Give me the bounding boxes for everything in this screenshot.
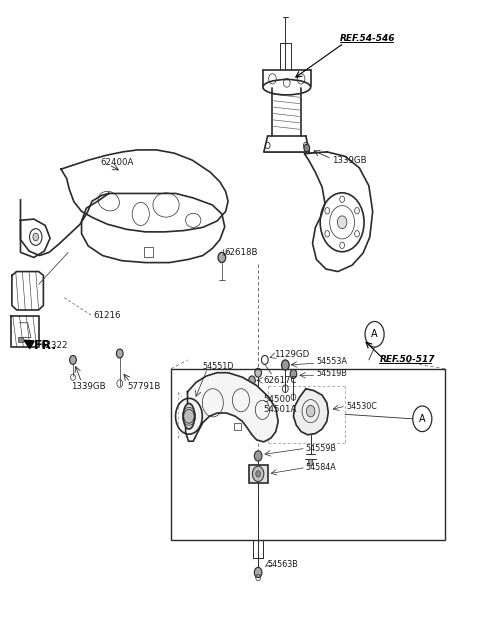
Circle shape [255, 368, 262, 377]
Text: 62400A: 62400A [101, 158, 134, 167]
Circle shape [281, 360, 289, 370]
Text: 62322: 62322 [40, 341, 68, 350]
Circle shape [254, 451, 262, 461]
Circle shape [33, 233, 38, 241]
Text: 62617C: 62617C [263, 376, 297, 385]
Bar [234, 422, 241, 430]
Circle shape [256, 471, 261, 477]
Circle shape [184, 409, 194, 423]
Text: REF.50-517: REF.50-517 [379, 356, 435, 365]
Text: FR.: FR. [34, 340, 57, 352]
Bar [171, 369, 445, 541]
Text: A: A [419, 414, 426, 424]
Text: 1339GB: 1339GB [332, 156, 366, 165]
Text: 62618B: 62618B [225, 248, 258, 257]
Circle shape [337, 216, 347, 229]
Text: 54530C: 54530C [346, 401, 377, 410]
Circle shape [70, 356, 76, 365]
Circle shape [306, 405, 315, 417]
Circle shape [290, 370, 297, 379]
Polygon shape [186, 373, 278, 442]
Text: 54553A: 54553A [316, 357, 347, 366]
Polygon shape [293, 389, 328, 435]
Text: REF.54-546: REF.54-546 [340, 34, 396, 43]
Bar [18, 337, 23, 342]
Text: 54500: 54500 [263, 395, 290, 404]
Text: 54559B: 54559B [306, 444, 337, 453]
Circle shape [254, 567, 262, 577]
Circle shape [218, 252, 226, 262]
Text: 57791B: 57791B [128, 383, 161, 392]
Text: 1339GB: 1339GB [71, 383, 105, 392]
Text: 54519B: 54519B [316, 370, 347, 379]
Text: 61216: 61216 [93, 311, 120, 320]
Ellipse shape [183, 403, 195, 429]
Circle shape [304, 144, 310, 152]
Text: A: A [371, 329, 378, 340]
Text: 1129GD: 1129GD [275, 350, 310, 359]
Circle shape [249, 376, 255, 385]
Circle shape [116, 349, 123, 358]
Circle shape [252, 466, 264, 482]
Bar [249, 465, 268, 483]
Text: 54584A: 54584A [306, 463, 336, 472]
Circle shape [308, 459, 313, 466]
Bar [144, 248, 153, 257]
Text: 54501A: 54501A [263, 405, 296, 414]
Text: 54551D: 54551D [203, 362, 234, 371]
Text: 54563B: 54563B [268, 560, 299, 569]
